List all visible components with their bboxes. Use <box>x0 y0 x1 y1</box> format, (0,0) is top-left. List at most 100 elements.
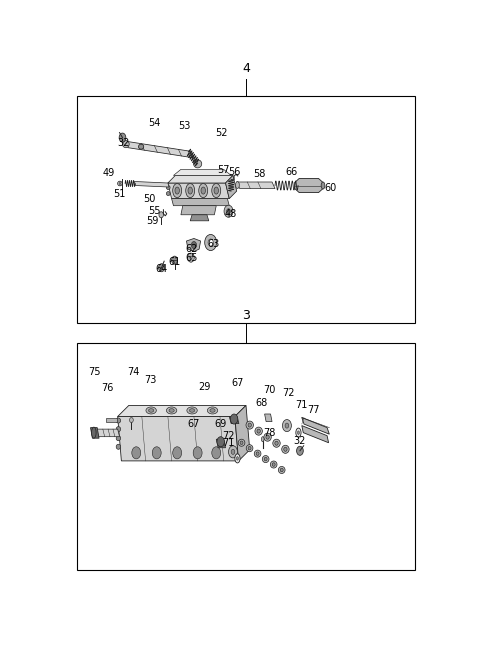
Bar <box>106 419 117 422</box>
Ellipse shape <box>321 182 325 189</box>
Text: 52: 52 <box>216 128 228 138</box>
Text: 59: 59 <box>146 216 158 226</box>
Ellipse shape <box>298 431 300 434</box>
Text: 65: 65 <box>185 253 197 263</box>
Ellipse shape <box>175 187 180 194</box>
Ellipse shape <box>248 423 252 427</box>
Text: 51: 51 <box>113 189 126 198</box>
Ellipse shape <box>122 141 129 147</box>
Circle shape <box>158 264 165 272</box>
Polygon shape <box>229 417 239 424</box>
Ellipse shape <box>270 461 277 468</box>
Polygon shape <box>226 176 237 198</box>
Ellipse shape <box>266 435 269 440</box>
Ellipse shape <box>92 427 96 438</box>
Text: 77: 77 <box>308 405 320 415</box>
Circle shape <box>132 447 141 459</box>
Circle shape <box>130 417 133 422</box>
Circle shape <box>228 446 238 458</box>
Text: 62: 62 <box>186 244 198 254</box>
Circle shape <box>190 256 192 259</box>
Polygon shape <box>168 183 229 198</box>
Polygon shape <box>173 170 231 176</box>
Circle shape <box>152 447 161 459</box>
Text: 32: 32 <box>118 138 130 147</box>
Ellipse shape <box>296 428 301 437</box>
Text: 76: 76 <box>101 383 114 393</box>
Circle shape <box>231 449 235 455</box>
Ellipse shape <box>210 409 215 412</box>
Text: 68: 68 <box>256 398 268 408</box>
Circle shape <box>208 239 213 246</box>
Ellipse shape <box>264 433 271 441</box>
Ellipse shape <box>248 447 251 450</box>
Text: 32: 32 <box>293 436 305 445</box>
Ellipse shape <box>116 436 120 441</box>
Circle shape <box>193 447 202 459</box>
Ellipse shape <box>148 409 154 412</box>
Text: 78: 78 <box>263 428 276 438</box>
Ellipse shape <box>212 183 221 198</box>
Ellipse shape <box>255 427 263 435</box>
Ellipse shape <box>275 441 278 445</box>
Text: 55: 55 <box>149 206 161 215</box>
Polygon shape <box>237 182 275 189</box>
Ellipse shape <box>167 185 170 189</box>
Text: 67: 67 <box>231 378 243 388</box>
Ellipse shape <box>201 187 205 194</box>
Circle shape <box>188 253 194 262</box>
Ellipse shape <box>262 455 269 462</box>
Ellipse shape <box>230 414 238 424</box>
Ellipse shape <box>188 187 192 194</box>
Text: 29: 29 <box>198 383 211 392</box>
Ellipse shape <box>237 457 239 460</box>
Circle shape <box>282 420 291 432</box>
Text: 57: 57 <box>217 166 230 176</box>
Ellipse shape <box>256 452 259 455</box>
Ellipse shape <box>214 187 218 194</box>
Polygon shape <box>134 181 169 187</box>
Ellipse shape <box>272 463 275 466</box>
Ellipse shape <box>207 407 218 414</box>
Polygon shape <box>216 440 226 448</box>
Text: 4: 4 <box>242 62 250 75</box>
Ellipse shape <box>238 440 245 446</box>
Text: 53: 53 <box>179 121 191 131</box>
Circle shape <box>192 242 196 248</box>
Polygon shape <box>125 141 193 158</box>
Circle shape <box>297 446 303 455</box>
Text: 70: 70 <box>264 385 276 395</box>
Text: 73: 73 <box>144 375 157 384</box>
Ellipse shape <box>240 441 243 445</box>
Ellipse shape <box>190 409 195 412</box>
Ellipse shape <box>173 183 181 198</box>
Text: 64: 64 <box>155 264 168 274</box>
Circle shape <box>227 209 230 214</box>
Text: 60: 60 <box>324 183 337 193</box>
Ellipse shape <box>235 454 240 463</box>
Polygon shape <box>96 429 120 437</box>
Ellipse shape <box>146 407 156 414</box>
Text: 61: 61 <box>168 257 180 267</box>
Polygon shape <box>302 426 329 443</box>
Polygon shape <box>181 206 216 215</box>
Ellipse shape <box>116 426 120 432</box>
Text: 71: 71 <box>222 438 234 448</box>
Ellipse shape <box>264 457 267 461</box>
Text: 49: 49 <box>102 168 115 178</box>
Ellipse shape <box>254 450 261 457</box>
Ellipse shape <box>199 183 208 198</box>
Circle shape <box>159 212 163 218</box>
Ellipse shape <box>116 444 120 449</box>
Ellipse shape <box>284 447 287 451</box>
Ellipse shape <box>119 183 121 185</box>
Polygon shape <box>168 176 233 183</box>
Ellipse shape <box>257 429 260 433</box>
Text: 63: 63 <box>207 239 220 249</box>
Polygon shape <box>295 178 323 193</box>
Ellipse shape <box>282 445 289 453</box>
Ellipse shape <box>116 418 120 423</box>
Polygon shape <box>91 428 99 438</box>
Ellipse shape <box>246 445 253 452</box>
Text: 56: 56 <box>228 168 240 178</box>
